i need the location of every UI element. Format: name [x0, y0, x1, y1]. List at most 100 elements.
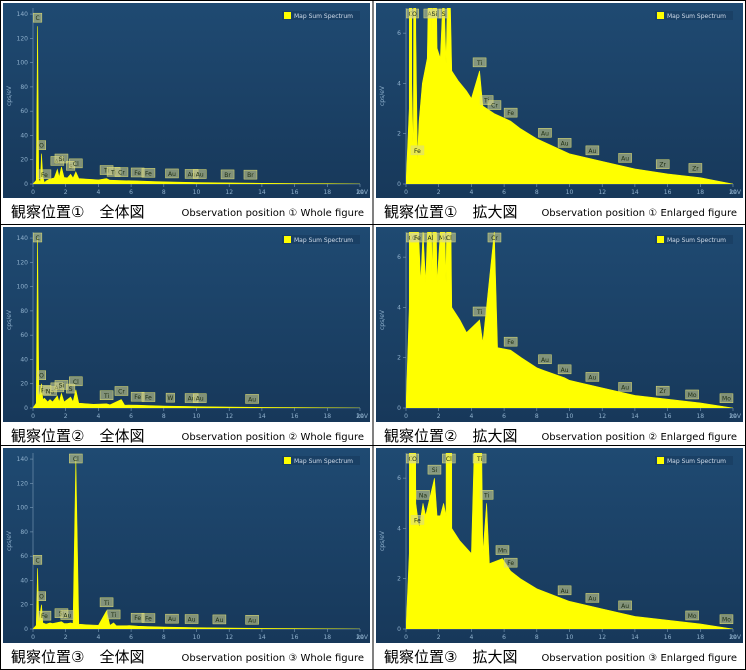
x-tick-label: 6 — [129, 413, 133, 420]
peak-label-box — [54, 153, 69, 164]
peak-label-box — [165, 168, 179, 179]
x-axis-label: keV — [730, 413, 742, 420]
peak-label: Cr — [118, 389, 125, 396]
peak-label-box — [472, 453, 487, 464]
peak-label: Ti — [483, 492, 489, 499]
peak-label: Cr — [491, 103, 498, 110]
peak-label-box — [410, 8, 420, 19]
x-tick-label: 14 — [258, 189, 266, 196]
peak-label: Au — [561, 367, 569, 374]
peak-label-box — [243, 169, 258, 180]
peak-label: Mo — [722, 617, 731, 624]
x-tick-label: 20 — [729, 634, 737, 641]
x-tick-label: 10 — [566, 189, 574, 196]
x-tick-label: 14 — [258, 634, 266, 641]
spectrum-chart: 024602468101214161820cps/eVkeVCOFeAlSiST… — [376, 3, 743, 221]
x-tick-label: 16 — [291, 189, 299, 196]
legend-label: Map Sum Spectrum — [667, 237, 726, 244]
x-tick-label: 6 — [129, 634, 133, 641]
peak-label: Au — [188, 171, 196, 178]
peak-label: Au — [248, 396, 256, 403]
legend-box — [655, 456, 733, 465]
legend-swatch — [284, 457, 291, 464]
x-tick-label: 4 — [469, 413, 473, 420]
peak-label-box — [99, 390, 114, 401]
x-tick-label: 18 — [696, 413, 704, 420]
peak-label: Zr — [659, 162, 666, 169]
peak-label-box — [245, 394, 259, 404]
peak-label: Ti — [103, 168, 109, 175]
x-tick-label: 16 — [291, 634, 299, 641]
y-tick-label: 20 — [20, 602, 28, 609]
x-tick-label: 8 — [535, 413, 539, 420]
peak-label: Cl — [73, 456, 79, 463]
peak-label: Ti — [483, 98, 489, 105]
peak-label-box — [487, 100, 502, 110]
x-tick-label: 12 — [598, 413, 606, 420]
peak-label: Na — [419, 492, 427, 499]
spectrum-area — [33, 459, 360, 629]
x-tick-label: 12 — [598, 634, 606, 641]
peak-label: Cl — [446, 235, 452, 242]
x-tick-label: 18 — [696, 189, 704, 196]
x-tick-label: 6 — [502, 634, 506, 641]
x-tick-label: 2 — [64, 413, 68, 420]
x-axis-label: keV — [357, 413, 369, 420]
peak-label-box — [165, 613, 179, 624]
spectrum-chart: 024602468101214161820cps/eVkeVCOFeAlMoCl… — [376, 227, 743, 445]
peak-label-box — [37, 370, 47, 380]
x-tick-label: 2 — [64, 634, 68, 641]
x-tick-label: 16 — [291, 413, 299, 420]
caption-ja: 観察位置② 拡大図 — [384, 427, 517, 445]
peak-label-box — [495, 545, 510, 555]
legend-swatch — [284, 236, 291, 243]
x-axis-label: keV — [730, 634, 742, 641]
chart-background — [3, 227, 370, 422]
x-tick-label: 16 — [664, 189, 672, 196]
x-tick-label: 20 — [729, 189, 737, 196]
peak-label: Cr — [491, 235, 498, 242]
peak-label: Au — [561, 588, 569, 595]
peak-label: Cr — [118, 170, 125, 177]
x-tick-label: 10 — [193, 413, 201, 420]
peak-label-box — [141, 168, 156, 178]
y-axis-label: cps/eV — [379, 85, 386, 106]
caption-en: Observation position ② Enlarged figure — [541, 432, 737, 443]
peak-label: Br — [247, 172, 254, 179]
peak-label: Al — [427, 235, 433, 242]
caption-en: Observation position ③ Whole figure — [182, 653, 365, 664]
peak-label: Au — [621, 384, 629, 391]
peak-label-box — [114, 167, 129, 177]
x-tick-label: 4 — [96, 634, 100, 641]
x-tick-label: 6 — [129, 189, 133, 196]
peak-label: C — [35, 235, 39, 242]
peak-label: W — [167, 395, 173, 402]
peak-label-box — [193, 169, 207, 179]
caption-ja: 観察位置③ 全体図 — [11, 648, 144, 666]
peak-label-box — [37, 169, 52, 180]
x-tick-label: 12 — [225, 189, 233, 196]
peak-label-box — [69, 158, 83, 169]
peak-label-box — [585, 372, 600, 382]
x-tick-label: 20 — [356, 189, 364, 196]
peak-label: Fe — [414, 517, 421, 524]
peak-label: Ti — [110, 612, 116, 619]
peak-label-box — [37, 591, 47, 601]
y-tick-label: 60 — [20, 332, 28, 339]
peak-label: Zr — [659, 388, 666, 395]
spectrum-chart: 0 20 40 60 80 100 120 140 0 2 4 6 8 10 12 14 16 18 20 cps/e… — [3, 227, 370, 445]
peak-label: Fe — [145, 170, 152, 177]
peak-label: Fe — [41, 172, 48, 179]
peak-label: Ti — [110, 169, 116, 176]
peak-label-box — [685, 389, 699, 400]
peak-label-box — [618, 153, 632, 163]
peak-label: Mo — [722, 396, 731, 403]
legend-box — [655, 11, 733, 20]
peak-label-box — [487, 232, 502, 243]
peak-label-box — [410, 145, 425, 156]
peak-label-box — [245, 615, 259, 625]
peak-label-box — [538, 128, 552, 138]
y-tick-label: 4 — [397, 304, 401, 311]
x-tick-label: 18 — [323, 634, 331, 641]
legend-box — [282, 456, 360, 465]
